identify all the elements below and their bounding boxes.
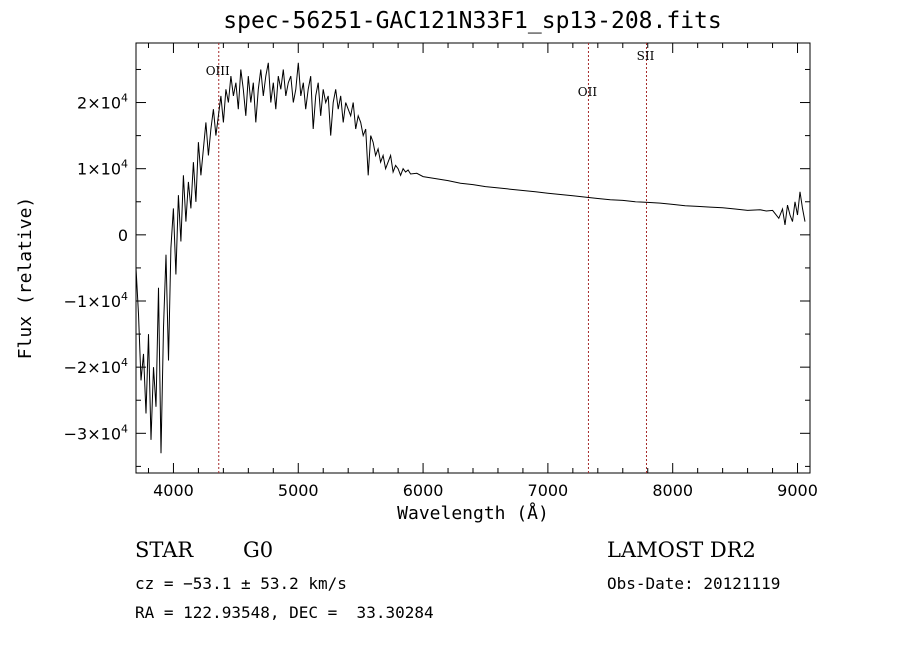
spectrum-series-line	[136, 62, 806, 454]
survey-label: LAMOST DR2	[607, 538, 756, 562]
object-subclass: G0	[243, 538, 274, 562]
y-tick-label: 1×104	[77, 158, 128, 179]
y-tick-label: −3×104	[64, 422, 128, 443]
emission-line-label: OII	[578, 85, 598, 99]
obs-date: Obs-Date: 20121119	[607, 574, 781, 593]
cz-value: cz = −53.1 ± 53.2 km/s	[135, 574, 347, 593]
emission-line-label: SII	[637, 49, 655, 63]
emission-line-label: OIII	[206, 64, 230, 78]
chart-title: spec-56251-GAC121N33F1_sp13-208.fits	[223, 8, 722, 34]
x-tick-label: 7000	[528, 481, 569, 500]
y-tick-label: 0	[118, 226, 128, 245]
plot-frame	[135, 42, 811, 474]
x-axis-label: Wavelength (Å)	[397, 502, 549, 524]
x-tick-label: 6000	[403, 481, 444, 500]
coordinates: RA = 122.93548, DEC = 33.30284	[135, 603, 434, 622]
x-tick-label: 4000	[153, 481, 194, 500]
x-tick-label: 9000	[777, 481, 818, 500]
object-class: STAR	[135, 538, 194, 562]
y-tick-label: 2×104	[77, 92, 128, 113]
y-axis-label: Flux (relative)	[15, 197, 36, 360]
y-tick-label: −1×104	[64, 290, 128, 311]
x-tick-label: 5000	[278, 481, 319, 500]
x-tick-label: 8000	[652, 481, 693, 500]
y-tick-label: −2×104	[64, 356, 128, 377]
